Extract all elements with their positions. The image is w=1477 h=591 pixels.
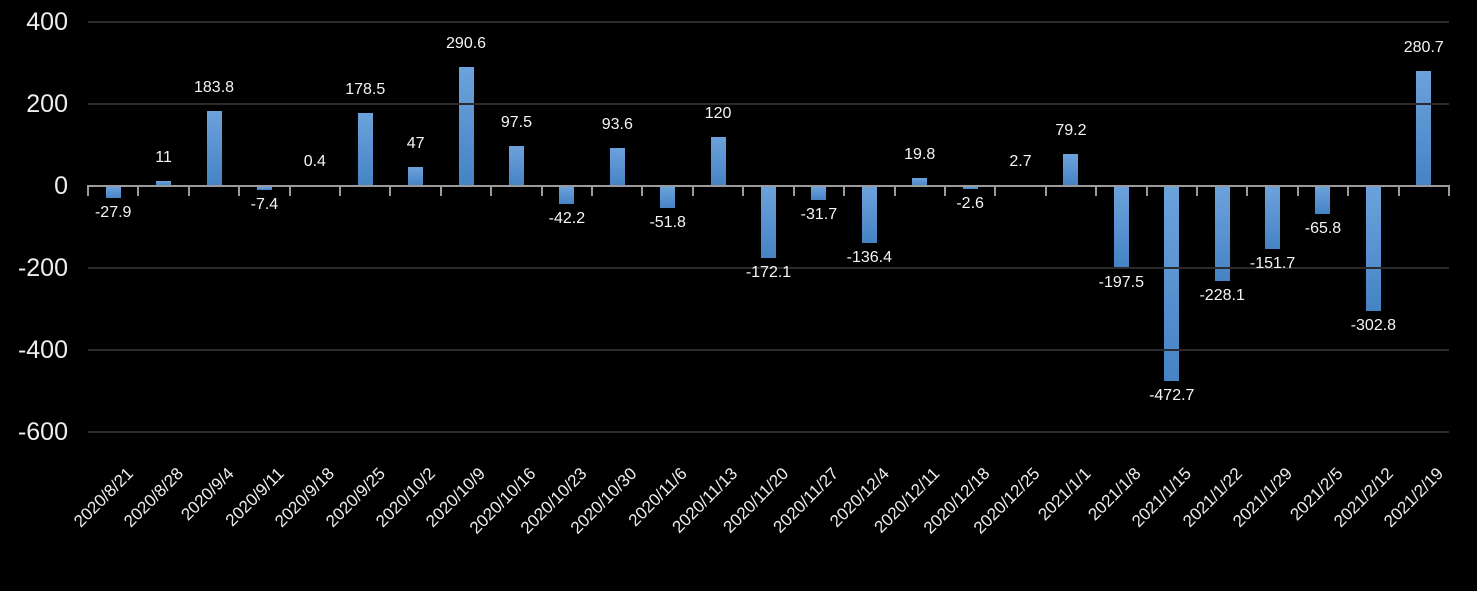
axis-tick-mark <box>288 185 291 196</box>
axis-tick-mark <box>1296 185 1299 196</box>
bar-value-label: -2.6 <box>956 194 984 212</box>
bar-value-label: 178.5 <box>345 80 386 98</box>
axis-tick-mark <box>893 185 896 196</box>
bar <box>912 177 928 186</box>
axis-tick-mark <box>1397 185 1400 196</box>
bar <box>256 187 272 191</box>
axis-tick-mark <box>238 185 241 196</box>
axis-tick-mark <box>137 185 140 196</box>
bar <box>156 181 172 186</box>
bar <box>1315 187 1331 214</box>
bar-value-label: 0.4 <box>303 152 326 170</box>
gridline <box>88 431 1449 433</box>
gridline <box>88 21 1449 23</box>
y-axis-tick-label: 400 <box>26 8 68 36</box>
bar-value-label: -228.1 <box>1199 286 1245 304</box>
bar <box>962 187 978 189</box>
axis-tick-mark <box>187 185 190 196</box>
axis-tick-mark <box>641 185 644 196</box>
bar-value-label: -27.9 <box>94 204 132 222</box>
y-axis-tick-label: 200 <box>26 90 68 118</box>
bar-value-label: -151.7 <box>1249 255 1296 273</box>
bar-value-label: 280.7 <box>1403 38 1444 56</box>
bar <box>1113 187 1129 268</box>
bar-value-label: -65.8 <box>1304 219 1342 237</box>
bar <box>861 187 877 243</box>
bar-value-label: -172.1 <box>745 263 792 281</box>
x-axis-line <box>88 185 1449 187</box>
y-axis-tick-label: -200 <box>17 254 68 282</box>
bar <box>1214 187 1230 281</box>
bar-value-label: -7.4 <box>250 196 279 214</box>
bar <box>1063 153 1079 186</box>
axis-tick-mark <box>1044 185 1047 196</box>
axis-tick-mark <box>490 185 493 196</box>
bar <box>357 112 373 186</box>
y-axis-tick-label: -400 <box>17 336 68 364</box>
bar <box>508 146 524 186</box>
bar <box>761 187 776 258</box>
bar <box>811 187 827 200</box>
gridline <box>88 349 1449 351</box>
axis-tick-mark <box>1145 185 1148 196</box>
axis-tick-mark <box>1246 185 1249 196</box>
bar <box>458 66 474 186</box>
axis-tick-mark <box>742 185 745 196</box>
bar <box>1265 187 1281 250</box>
axis-tick-mark <box>843 185 846 196</box>
axis-tick-mark <box>339 185 342 196</box>
gridline <box>88 103 1449 105</box>
bar-value-label: 79.2 <box>1055 121 1087 139</box>
axis-tick-mark <box>389 185 392 196</box>
bar <box>609 147 625 186</box>
bar <box>710 136 726 186</box>
bar-value-label: -197.5 <box>1098 273 1145 291</box>
y-axis-tick-label: 0 <box>54 172 68 200</box>
axis-tick-mark <box>943 185 946 196</box>
bar-value-label: -302.8 <box>1350 317 1397 335</box>
axis-tick-mark <box>792 185 795 196</box>
bar <box>408 166 424 186</box>
axis-tick-mark <box>87 185 89 196</box>
bar-value-label: -31.7 <box>800 205 838 223</box>
bar-value-label: 93.6 <box>601 115 633 133</box>
bar-value-label: -42.2 <box>548 210 586 228</box>
x-axis-label: 2021/1/1 <box>1034 464 1095 525</box>
bar <box>1365 187 1381 312</box>
bar <box>660 187 676 209</box>
axis-tick-mark <box>1347 185 1350 196</box>
bar-value-label: 97.5 <box>500 114 533 132</box>
bar <box>105 187 121 199</box>
bar <box>1416 70 1432 186</box>
axis-tick-mark <box>1195 185 1198 196</box>
bar-value-label: -136.4 <box>846 248 892 266</box>
bar <box>206 110 222 186</box>
bar-value-label: 2.7 <box>1009 152 1032 170</box>
bar-value-label: 183.8 <box>193 78 235 96</box>
axis-tick-mark <box>591 185 594 196</box>
axis-tick-mark <box>540 185 543 196</box>
axis-tick-mark <box>691 185 694 196</box>
bar-value-label: 120 <box>704 104 732 122</box>
bar-value-label: 11 <box>155 149 172 167</box>
axis-tick-mark <box>439 185 442 196</box>
bar <box>1164 187 1180 381</box>
axis-tick-mark <box>994 185 997 196</box>
bar-value-label: -51.8 <box>649 214 686 232</box>
bar-value-label: 19.8 <box>904 145 936 163</box>
axis-tick-mark <box>1448 185 1450 196</box>
bar-value-label: 290.6 <box>446 34 487 52</box>
y-axis-tick-label: -600 <box>17 418 68 446</box>
gridline <box>88 267 1449 269</box>
bar <box>559 187 575 205</box>
bar-value-label: -472.7 <box>1149 386 1195 404</box>
bar-value-label: 47 <box>406 134 425 152</box>
axis-tick-mark <box>1095 185 1098 196</box>
